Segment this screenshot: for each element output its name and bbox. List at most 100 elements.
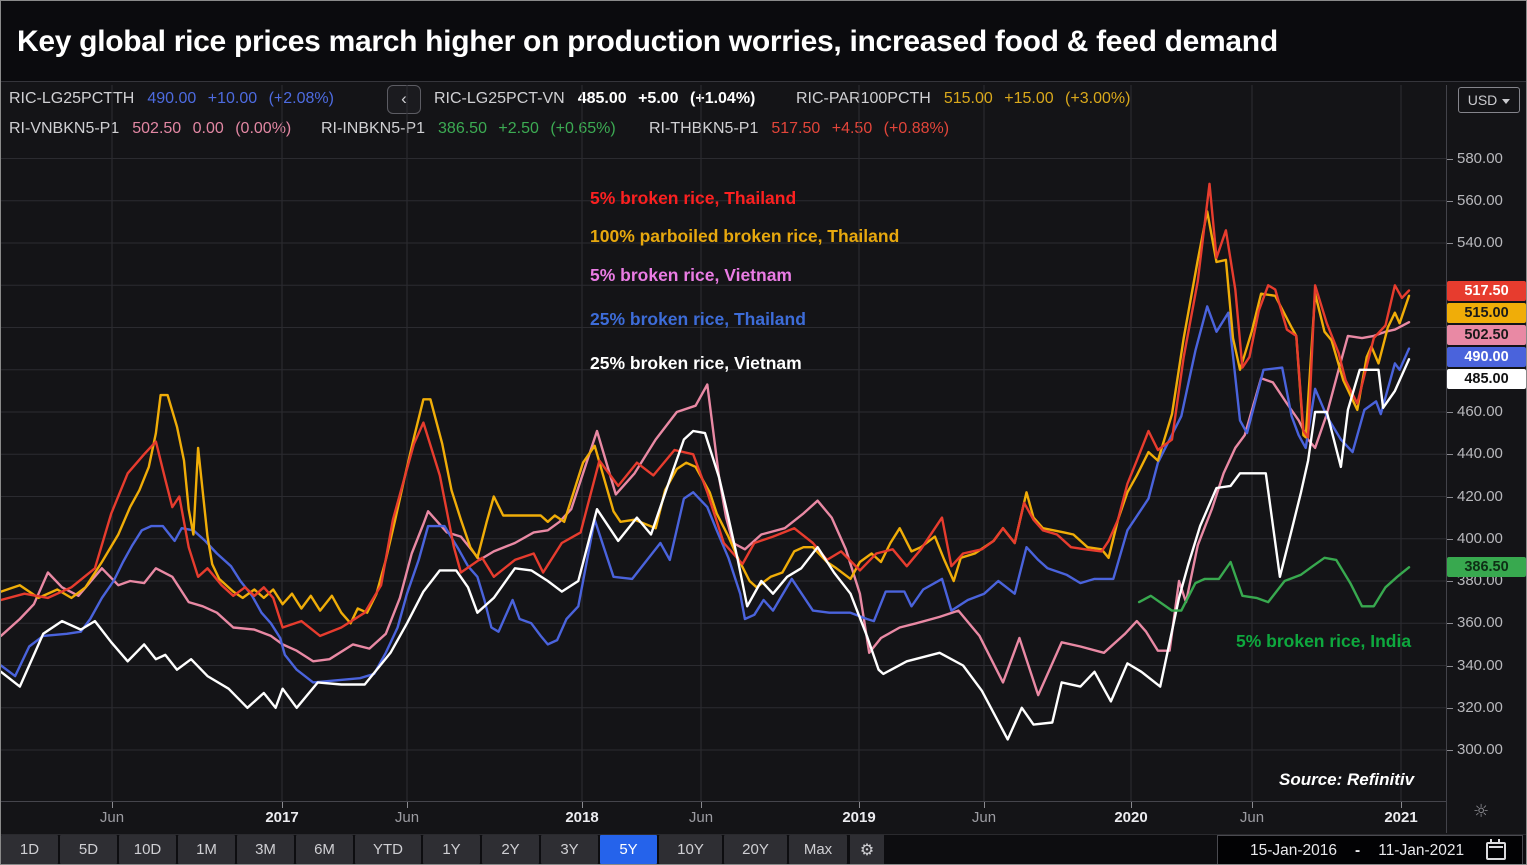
ticker-row-1: RIC-LG25PCTTH 490.00 +10.00 (+2.08%) ‹ RIC-… <box>9 84 1136 114</box>
series-annotation: 5% broken rice, India <box>1236 631 1412 651</box>
ticker-item-RI-INBKN5-P1[interactable]: RI-INBKN5-P1 386.50 +2.50 (+0.65%) <box>321 120 649 138</box>
price-badge-RIC-PAR100PCTH: 515.00 <box>1447 302 1526 323</box>
y-tick-mark <box>1447 750 1453 751</box>
ticker-symbol: RIC-LG25PCT-VN <box>434 90 565 107</box>
y-tick-label: 360.00 <box>1457 614 1503 632</box>
ticker-symbol: RI-VNBKN5-P1 <box>9 120 120 137</box>
x-tick-mark <box>1401 802 1402 808</box>
range-button-3Y[interactable]: 3Y <box>541 835 598 864</box>
y-tick-label: 400.00 <box>1457 529 1503 547</box>
date-range-end: 11-Jan-2021 <box>1378 841 1465 859</box>
price-badge-RIC-LG25PCT-VN: 485.00 <box>1447 368 1526 389</box>
y-tick-label: 420.00 <box>1457 487 1503 505</box>
range-button-5Y[interactable]: 5Y <box>600 835 657 864</box>
price-badge-RI-THBKN5-P1: 517.50 <box>1447 280 1526 301</box>
y-tick-label: 340.00 <box>1457 656 1503 674</box>
series-annotation: 5% broken rice, Vietnam <box>590 265 792 285</box>
range-button-5D[interactable]: 5D <box>60 835 117 864</box>
series-line-RI-THBKN5-P1 <box>1 182 1411 638</box>
series-line-RI-INBKN5-P1 <box>1137 556 1411 612</box>
price-badge-RI-INBKN5-P1: 386.50 <box>1447 557 1526 578</box>
y-tick-label: 440.00 <box>1457 445 1503 463</box>
ticker-symbol: RI-INBKN5-P1 <box>321 120 426 137</box>
gear-icon[interactable]: ⚙ <box>850 835 884 864</box>
ticker-item-RI-THBKN5-P1[interactable]: RI-THBKN5-P1 517.50 +4.50 (+0.88%) <box>649 120 979 138</box>
range-button-2Y[interactable]: 2Y <box>482 835 539 864</box>
x-tick-mark <box>701 802 702 808</box>
brightness-icon[interactable]: ☼ <box>1473 801 1490 822</box>
ticker-symbol: RIC-PAR100PCTH <box>796 90 931 107</box>
x-tick-mark <box>984 802 985 808</box>
ticker-values: 515.00 +15.00 (+3.00%) <box>943 90 1131 107</box>
y-tick-mark <box>1447 412 1453 413</box>
ticker-values: 485.00 +5.00 (+1.04%) <box>577 90 756 107</box>
y-tick-label: 460.00 <box>1457 403 1503 420</box>
calendar-icon[interactable] <box>1486 838 1507 860</box>
ticker-symbol: RI-THBKN5-P1 <box>649 120 759 137</box>
y-tick-mark <box>1447 200 1453 202</box>
y-tick-label: 320.00 <box>1457 698 1503 716</box>
x-tick-label: Jun <box>688 809 714 826</box>
x-tick-label: Jun <box>394 809 420 826</box>
y-tick-mark <box>1447 158 1453 160</box>
ticker-values: 490.00 +10.00 (+2.08%) <box>147 90 334 107</box>
x-tick-mark <box>282 802 283 808</box>
y-tick-mark <box>1447 623 1453 625</box>
x-tick-mark <box>859 802 860 808</box>
range-button-6M[interactable]: 6M <box>296 835 353 864</box>
range-button-Max[interactable]: Max <box>789 835 847 864</box>
x-tick-label: Jun <box>99 809 125 826</box>
series-annotation: 100% parboiled broken rice, Thailand <box>590 226 900 246</box>
x-tick-mark <box>407 802 408 808</box>
currency-selector[interactable]: USD <box>1458 87 1520 113</box>
ticker-values: 517.50 +4.50 (+0.88%) <box>771 120 950 137</box>
price-badge-RI-VNBKN5-P1: 502.50 <box>1447 324 1526 345</box>
series-line-RIC-PAR100PCTH <box>1 210 1411 625</box>
y-tick-mark <box>1447 538 1453 540</box>
y-tick-mark <box>1447 707 1453 709</box>
price-chart[interactable] <box>1 85 1446 833</box>
ticker-values: 502.50 0.00 (0.00%) <box>132 120 292 137</box>
y-tick-mark <box>1447 496 1453 498</box>
ticker-symbol: RIC-LG25PCTTH <box>9 90 135 107</box>
ticker-item-RIC-LG25PCT-VN[interactable]: RIC-LG25PCT-VN 485.00 +5.00 (+1.04%) <box>434 90 796 108</box>
x-tick-mark <box>112 802 113 808</box>
ticker-row-2: RI-VNBKN5-P1 502.50 0.00 (0.00%) RI-INBKN5… <box>9 117 979 141</box>
chevron-down-icon <box>1502 98 1511 104</box>
x-tick-label: 2017 <box>265 809 299 826</box>
ticker-item-RIC-LG25PCTTH[interactable]: RIC-LG25PCTTH 490.00 +10.00 (+2.08%) <box>9 90 387 108</box>
series-line-RI-VNBKN5-P1 <box>1 321 1411 697</box>
currency-label: USD <box>1467 92 1498 108</box>
y-tick-mark <box>1447 454 1453 456</box>
y-tick-label: 580.00 <box>1457 149 1503 167</box>
range-toolbar: 1D 5D 10D 1M 3M 6M YTD 1Y 2Y 3Y 5Y 10Y 20Y Max ⚙ 15-J… <box>1 834 1526 864</box>
x-tick-mark <box>582 802 583 808</box>
range-button-1M[interactable]: 1M <box>178 835 235 864</box>
range-button-10D[interactable]: 10D <box>119 835 176 864</box>
y-tick-mark <box>1447 665 1453 667</box>
axis-separator <box>1446 85 1447 833</box>
range-button-YTD[interactable]: YTD <box>355 835 421 864</box>
ticker-item-RI-VNBKN5-P1[interactable]: RI-VNBKN5-P1 502.50 0.00 (0.00%) <box>9 120 321 138</box>
series-line-RIC-LG25PCT-VN <box>1 358 1411 741</box>
range-button-1Y[interactable]: 1Y <box>423 835 480 864</box>
y-tick-mark <box>1447 581 1453 582</box>
range-button-20Y[interactable]: 20Y <box>724 835 787 864</box>
x-tick-label: Jun <box>1239 809 1265 826</box>
date-range-picker[interactable]: 15-Jan-2016 - 11-Jan-2021 <box>1217 835 1523 864</box>
y-tick-mark <box>1447 243 1453 244</box>
x-tick-label: 2021 <box>1384 809 1418 826</box>
range-button-1D[interactable]: 1D <box>1 835 58 864</box>
x-tick-label: Jun <box>971 809 997 826</box>
source-label: Source: Refinitiv <box>1279 770 1415 789</box>
y-tick-label: 300.00 <box>1457 741 1503 758</box>
title-bar: Key global rice prices march higher on p… <box>1 1 1526 82</box>
back-button[interactable]: ‹ <box>387 84 421 114</box>
range-button-3M[interactable]: 3M <box>237 835 294 864</box>
ticker-item-RIC-PAR100PCTH[interactable]: RIC-PAR100PCTH 515.00 +15.00 (+3.00%) <box>796 90 1136 108</box>
series-line-RIC-LG25PCTTH <box>1 305 1411 684</box>
series-annotation: 25% broken rice, Vietnam <box>590 353 802 373</box>
range-buttons: 1D 5D 10D 1M 3M 6M YTD 1Y 2Y 3Y 5Y 10Y 20Y Max <box>1 835 849 864</box>
range-button-10Y[interactable]: 10Y <box>659 835 722 864</box>
